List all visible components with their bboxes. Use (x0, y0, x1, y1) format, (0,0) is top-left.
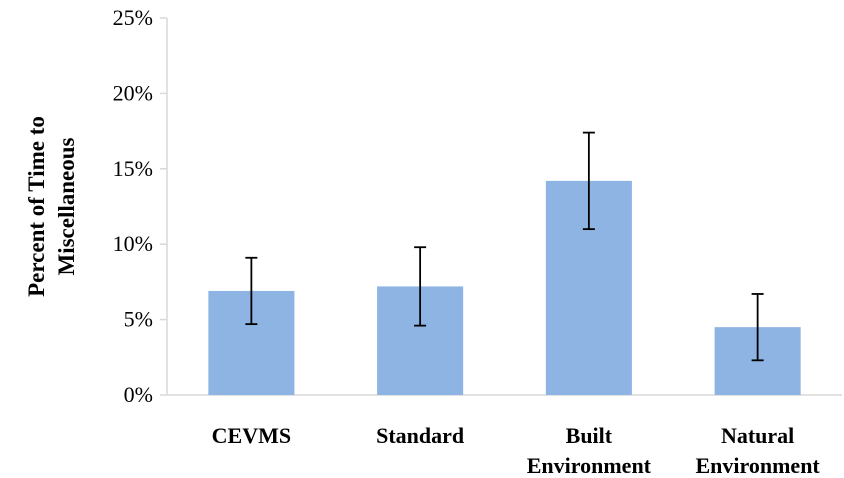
y-tick-label: 15% (113, 156, 153, 181)
error-bar (582, 131, 595, 231)
error-bar (245, 256, 258, 326)
y-tick-label: 0% (124, 382, 153, 407)
y-tick-label: 25% (113, 5, 153, 30)
y-tick-label: 10% (113, 231, 153, 256)
category-label: CEVMS (212, 423, 291, 448)
category-label: Natural (721, 423, 794, 448)
y-axis-title: Percent of Time to Miscellaneous (24, 116, 79, 297)
x-axis-categories: CEVMS Standard Built Environment Natural Envi… (212, 423, 821, 478)
bars (208, 180, 801, 395)
category-label: Environment (527, 453, 652, 478)
category-label: Built (566, 423, 613, 448)
y-axis-title-line: Percent of Time to (24, 116, 49, 297)
y-tick-label: 5% (124, 307, 153, 332)
error-bars (245, 131, 764, 362)
category-label: Standard (376, 423, 464, 448)
category-label: Environment (695, 453, 820, 478)
y-tick-label: 20% (113, 80, 153, 105)
error-bar (414, 246, 427, 327)
y-axis-title-line: Miscellaneous (54, 137, 79, 275)
error-bar (751, 293, 764, 362)
y-axis-ticks: 0% 5% 10% 15% 20% 25% (113, 5, 167, 407)
